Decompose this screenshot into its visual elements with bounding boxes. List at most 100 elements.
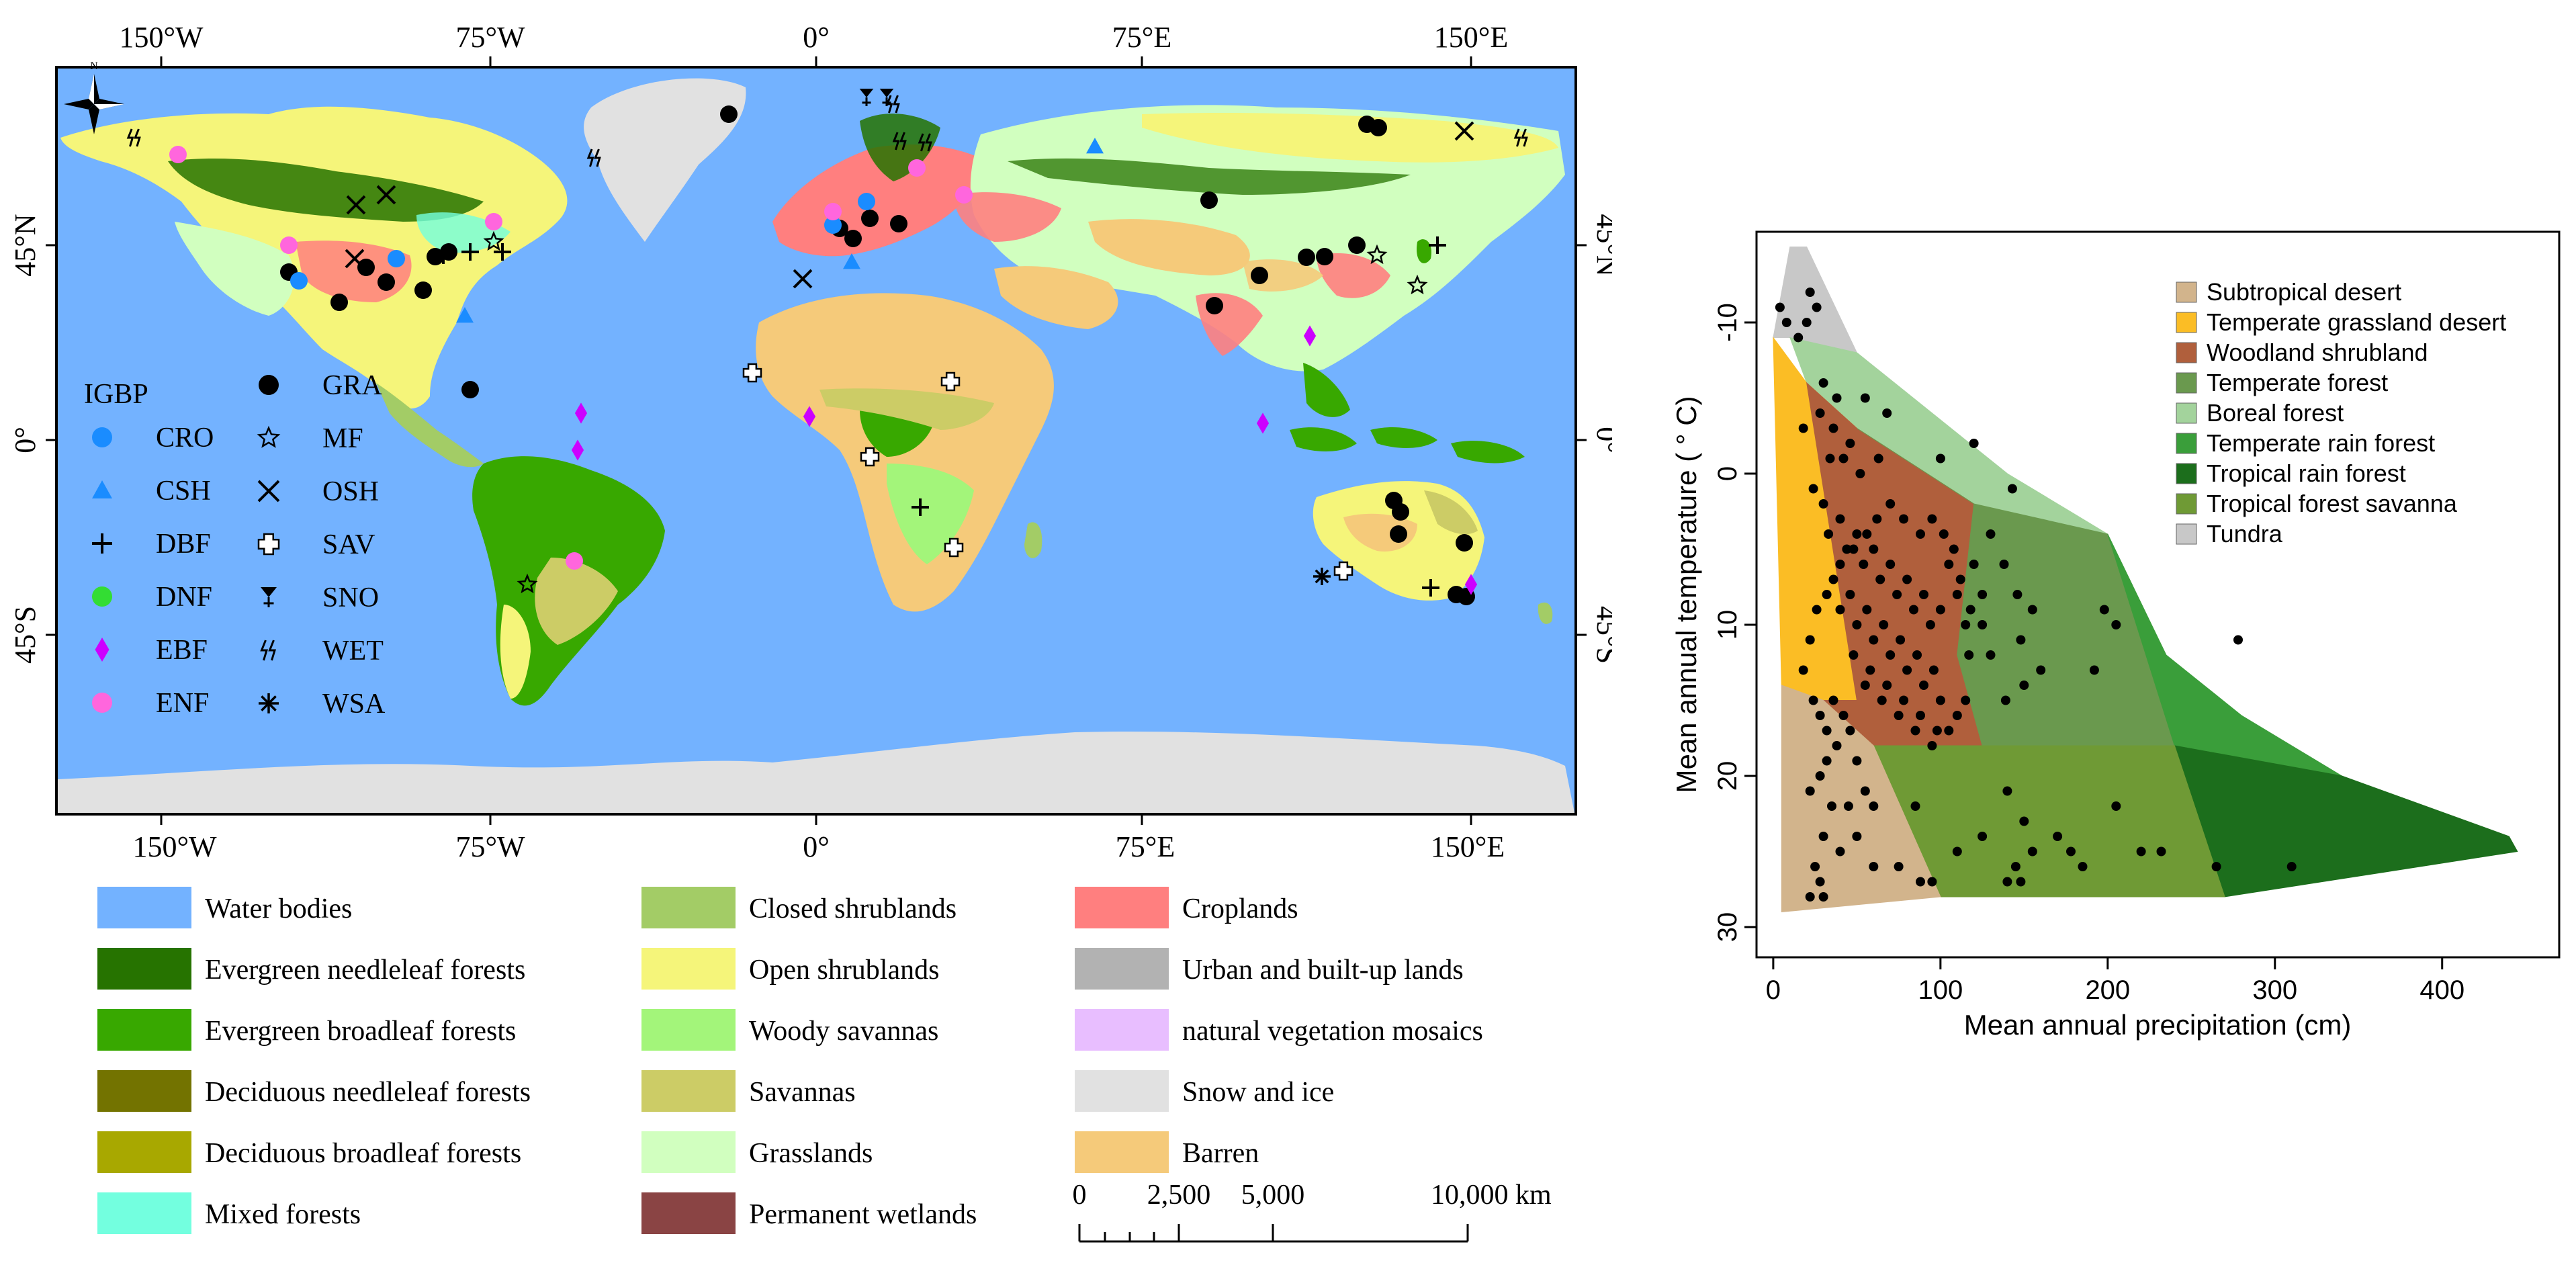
y-tick-label: 20: [1713, 761, 1742, 791]
scatter-points: [1775, 288, 2297, 902]
landcover-swatch: [1075, 887, 1169, 928]
x-axis: 0 100 200 300 400: [1766, 957, 2464, 1005]
site-point: [2012, 590, 2023, 599]
site-point: [1952, 590, 1962, 599]
landcover-swatch: [97, 1070, 191, 1112]
biome-legend-swatch: [2176, 463, 2197, 484]
site-point: [1835, 605, 1845, 615]
landmass-new-zealand: [1538, 602, 1553, 624]
site-point: [2089, 665, 2099, 675]
site-marker: [858, 193, 875, 210]
igbp-symbol-sno: [261, 587, 277, 607]
site-marker: [1313, 568, 1331, 585]
site-point: [2010, 862, 2020, 871]
site-point: [1838, 453, 1849, 464]
site-point: [1927, 514, 1937, 524]
site-point: [1832, 393, 1842, 403]
site-point: [1885, 499, 1896, 509]
top-lon-label: 75°W: [455, 21, 525, 54]
landcover-label: Barren: [1182, 1138, 1259, 1169]
site-point: [2111, 620, 2121, 629]
north-arrow-icon: N: [64, 60, 124, 134]
site-marker: [1390, 525, 1407, 543]
site-point: [1873, 453, 1883, 464]
site-point: [2002, 786, 2012, 796]
igbp-label-ebf: EBF: [156, 635, 208, 666]
site-point: [2053, 832, 2063, 841]
site-point: [1824, 529, 1834, 539]
site-point: [1932, 726, 1942, 736]
site-point: [1928, 665, 1939, 675]
site-point: [1852, 620, 1862, 629]
site-point: [1849, 650, 1859, 660]
site-marker: [1407, 274, 1428, 295]
site-marker: [280, 236, 298, 254]
landcover-swatch: [97, 887, 191, 928]
igbp-symbol-ebf: [95, 638, 109, 662]
landcover-swatch: [97, 1131, 191, 1173]
site-point: [1798, 423, 1808, 433]
site-marker: [1316, 248, 1333, 265]
bottom-lon-label: 0°: [803, 830, 830, 863]
site-point: [2016, 877, 2026, 887]
region-australia-savanna: [1424, 490, 1478, 535]
site-point: [2007, 484, 2017, 494]
igbp-legend-title: IGBP: [84, 379, 148, 410]
site-point: [1843, 801, 1853, 811]
site-point: [1775, 302, 1785, 312]
landcover-label: Urban and built-up lands: [1182, 955, 1464, 986]
site-point: [1882, 681, 1892, 690]
site-point: [1916, 711, 1925, 720]
site-point: [1969, 439, 1979, 448]
site-point: [2002, 877, 2012, 887]
site-point: [1838, 711, 1849, 720]
site-point: [1808, 695, 1818, 705]
site-point: [1805, 892, 1815, 902]
biome-legend-label: Tropical rain forest: [2207, 460, 2406, 487]
site-point: [1828, 695, 1838, 705]
site-marker: [330, 294, 348, 311]
region-central-asia-barren: [1088, 219, 1250, 275]
igbp-symbol-dnf: [92, 586, 112, 607]
site-marker: [720, 105, 738, 123]
site-marker: [1251, 267, 1268, 284]
landcover-swatch: [641, 1192, 736, 1234]
igbp-symbol-csh: [92, 480, 112, 498]
region-sa-savanna: [535, 558, 618, 645]
landcover-label: Croplands: [1182, 893, 1298, 924]
x-tick-label: 100: [1918, 975, 1963, 1005]
x-tick-label: 300: [2252, 975, 2297, 1005]
site-point: [1925, 620, 1935, 629]
site-point: [1842, 544, 1852, 554]
site-marker: [517, 573, 538, 594]
site-point: [1969, 560, 1979, 569]
landmass-central-america: [376, 383, 484, 468]
site-point: [1808, 484, 1818, 494]
site-point: [1818, 378, 1828, 388]
site-marker: [169, 146, 187, 163]
site-point: [2156, 846, 2166, 857]
igbp-label-sno: SNO: [322, 582, 379, 613]
y-tick-label: -10: [1713, 303, 1742, 342]
site-marker: [912, 498, 929, 516]
site-point: [1869, 801, 1879, 811]
right-lat-label: 45°N: [1591, 214, 1612, 276]
igbp-label-cro: CRO: [156, 423, 214, 453]
site-point: [1781, 318, 1791, 327]
site-point: [1978, 620, 1988, 629]
site-point: [1927, 877, 1937, 887]
site-marker: [388, 250, 405, 267]
region-africa-savanna: [819, 388, 994, 430]
site-marker: [1303, 325, 1317, 347]
igbp-symbol-enf: [92, 693, 112, 713]
site-marker: [1370, 119, 1387, 136]
scale-label-10000: 10,000 km: [1431, 1180, 1552, 1211]
igbp-symbol-osh: [257, 480, 280, 502]
site-marker: [1200, 191, 1218, 209]
igbp-label-gra: GRA: [322, 370, 382, 401]
site-point: [1955, 574, 1965, 584]
landcover-swatch: [641, 948, 736, 990]
site-point: [2233, 635, 2243, 645]
left-lat-label: 45°S: [9, 606, 42, 664]
biome-legend-swatch: [2176, 281, 2197, 303]
